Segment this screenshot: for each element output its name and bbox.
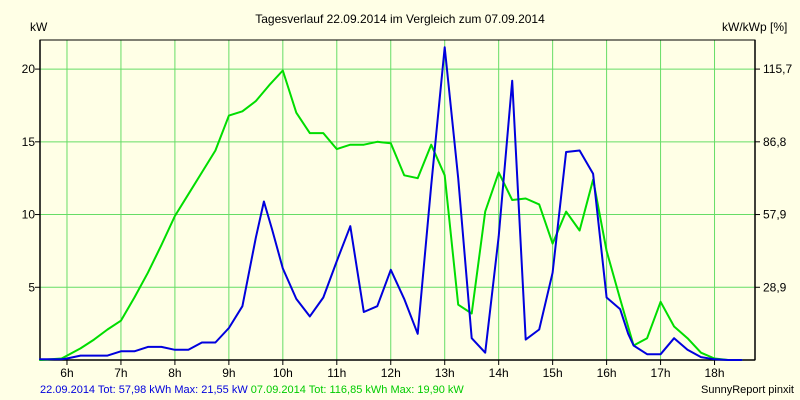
credit-label: SunnyReport pinxit bbox=[701, 384, 794, 396]
x-tick-label: 17h bbox=[651, 366, 671, 380]
chart-title: Tagesverlauf 22.09.2014 im Vergleich zum… bbox=[255, 12, 545, 26]
x-tick-label: 9h bbox=[222, 366, 235, 380]
x-tick-label: 6h bbox=[60, 366, 73, 380]
footer-summary: 22.09.2014 Tot: 57,98 kWh Max: 21,55 kW … bbox=[40, 383, 464, 397]
x-tick-label: 13h bbox=[435, 366, 455, 380]
series-line-22.09.2014 bbox=[39, 46, 743, 361]
footer-blue-total: Tot: 57,98 kWh bbox=[97, 384, 172, 396]
footer-green-max: Max: 19,90 kW bbox=[390, 384, 464, 396]
footer-blue-date: 22.09.2014 bbox=[40, 384, 96, 396]
x-tick-label: 18h bbox=[705, 366, 725, 380]
plot-frame bbox=[39, 39, 756, 361]
y2-tick-label: 57,9 bbox=[763, 208, 787, 222]
y-axis-unit-label: kW bbox=[30, 20, 48, 34]
x-tick-label: 15h bbox=[543, 366, 563, 380]
y-tick-label: 15 bbox=[22, 135, 36, 149]
y2-tick-label: 28,9 bbox=[763, 280, 787, 294]
x-tick-label: 11h bbox=[327, 366, 346, 380]
y2-tick-label: 115,7 bbox=[763, 62, 792, 76]
x-tick-label: 12h bbox=[381, 366, 401, 380]
series-line-07.09.2014 bbox=[39, 69, 743, 361]
y-tick-label: 20 bbox=[22, 62, 36, 76]
x-tick-label: 10h bbox=[273, 366, 293, 380]
series-lines bbox=[39, 46, 743, 361]
x-tick-label: 14h bbox=[489, 366, 509, 380]
footer-green-total: Tot: 116,85 kWh bbox=[308, 384, 388, 396]
x-tick-label: 7h bbox=[114, 366, 127, 380]
footer-blue-max: Max: 21,55 kW bbox=[174, 384, 248, 396]
footer-green-summary: 07.09.2014 Tot: 116,85 kWh Max: 19,90 kW bbox=[251, 384, 464, 396]
footer-green-date: 07.09.2014 bbox=[250, 384, 306, 396]
ticks: 5 10 15 20 28,9 57,9 86,8 115,7 6h 7h 8h 9h 10h 11h 12… bbox=[22, 62, 793, 380]
y-tick-label: 10 bbox=[22, 208, 36, 222]
x-tick-label: 16h bbox=[597, 366, 617, 380]
x-tick-label: 8h bbox=[168, 366, 181, 380]
footer-blue-summary: 22.09.2014 Tot: 57,98 kWh Max: 21,55 kW bbox=[40, 384, 251, 396]
y2-axis-unit-label: kW/kWp [%] bbox=[722, 20, 788, 34]
y2-tick-label: 86,8 bbox=[763, 135, 787, 149]
y-tick-label: 5 bbox=[28, 280, 35, 294]
grid bbox=[40, 40, 755, 360]
